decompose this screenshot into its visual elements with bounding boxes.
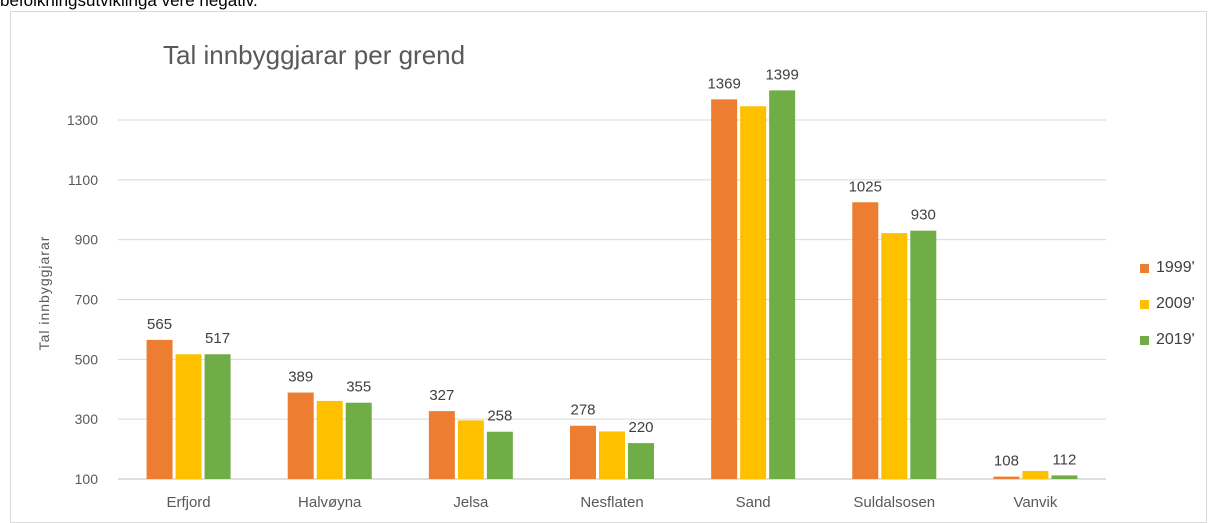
bar — [711, 99, 738, 480]
y-tick-label: 1100 — [68, 172, 98, 188]
data-label: 1025 — [849, 178, 882, 195]
y-tick-label: 700 — [75, 292, 99, 308]
data-label: 108 — [994, 453, 1019, 470]
data-label: 1369 — [707, 75, 740, 92]
data-label: 1399 — [765, 66, 798, 83]
legend-label-2009: 2009' — [1156, 295, 1195, 312]
legend-item-2019: 2019' — [1140, 322, 1195, 358]
y-tick-label: 100 — [75, 471, 99, 487]
x-tick-label: Erfjord — [166, 494, 210, 511]
legend-label-2019: 2019' — [1156, 331, 1195, 348]
chart-title: Tal innbyggjarar per grend — [163, 40, 466, 70]
legend-swatch-2009 — [1140, 299, 1149, 309]
bar — [881, 233, 908, 479]
data-label: 930 — [911, 207, 936, 224]
legend-item-1999: 1999' — [1140, 250, 1195, 286]
x-tick-label: Jelsa — [453, 494, 489, 511]
bar — [740, 106, 767, 479]
bar — [570, 425, 596, 479]
bar — [428, 411, 455, 479]
y-axis-label: Tal innbyggjarar — [36, 235, 52, 351]
x-tick-label: Nesflaten — [580, 494, 643, 511]
bar — [486, 431, 513, 479]
data-label: 258 — [487, 408, 512, 425]
bar — [910, 230, 937, 479]
data-label: 327 — [429, 387, 454, 404]
x-tick-label: Sand — [736, 494, 771, 511]
bar — [204, 354, 231, 479]
legend-swatch-2019 — [1140, 335, 1149, 345]
data-label: 112 — [1052, 451, 1076, 468]
y-tick-label: 900 — [75, 232, 99, 248]
bar — [1022, 470, 1049, 479]
bar — [769, 90, 796, 479]
bar — [628, 443, 654, 479]
x-tick-label: Suldalsosen — [853, 494, 935, 511]
bar — [146, 339, 173, 479]
data-label: 389 — [288, 369, 313, 386]
legend: 1999' 2009' 2019' — [1140, 250, 1195, 358]
bar — [1051, 475, 1078, 479]
bar — [599, 431, 625, 479]
legend-item-2009: 2009' — [1140, 286, 1195, 322]
bar — [345, 402, 372, 479]
bar — [316, 400, 343, 479]
y-tick-label: 300 — [75, 411, 99, 427]
data-label: 355 — [346, 379, 371, 396]
x-tick-label: Vanvik — [1013, 494, 1057, 511]
bar — [852, 202, 879, 480]
legend-label-1999: 1999' — [1156, 259, 1195, 276]
x-tick-label: Halvøyna — [298, 494, 362, 511]
data-label: 278 — [570, 402, 595, 419]
data-label: 565 — [147, 316, 172, 333]
bar — [175, 354, 202, 479]
bar — [993, 476, 1020, 479]
data-label: 220 — [628, 419, 653, 436]
bar — [287, 392, 314, 479]
body-text-fragment: befolkningsutviklinga vere negativ. — [0, 0, 258, 10]
y-tick-label: 1300 — [67, 112, 98, 128]
data-label: 517 — [205, 330, 230, 347]
legend-swatch-1999 — [1140, 263, 1149, 273]
y-tick-label: 500 — [75, 351, 99, 367]
bar — [457, 420, 484, 479]
